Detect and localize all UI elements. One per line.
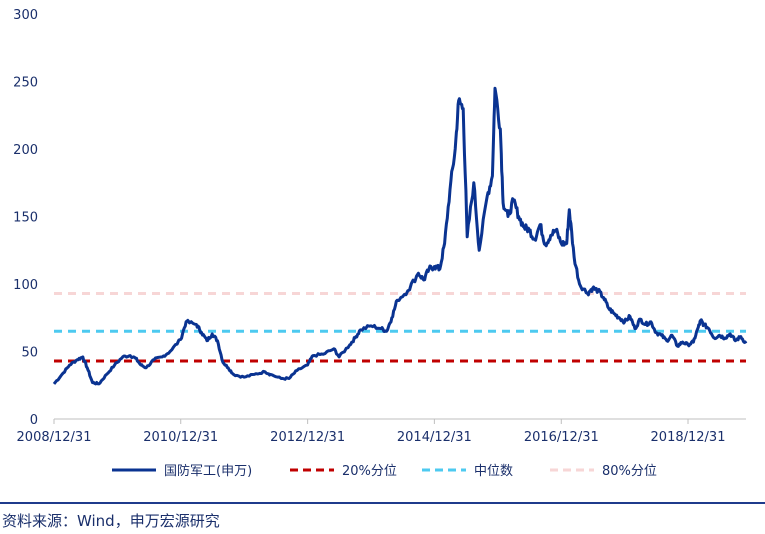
y-tick-label: 250 bbox=[13, 76, 38, 91]
y-tick-label: 200 bbox=[13, 143, 38, 158]
x-tick-label: 2012/12/31 bbox=[270, 430, 345, 445]
source-divider bbox=[0, 502, 765, 504]
series-lines bbox=[52, 86, 748, 386]
legend-label: 国防军工(申万) bbox=[164, 463, 252, 479]
x-tick-label: 2016/12/31 bbox=[524, 430, 599, 445]
y-tick-label: 300 bbox=[13, 8, 38, 23]
x-tick-label: 2010/12/31 bbox=[143, 430, 218, 445]
legend-label: 80%分位 bbox=[602, 464, 657, 479]
x-axis: 2008/12/31 2010/12/31 2012/12/31 2014/12/31… bbox=[17, 418, 746, 445]
y-tick-label: 150 bbox=[13, 211, 38, 226]
legend: 国防军工(申万) 20%分位 中位数 80%分位 bbox=[112, 463, 657, 479]
y-tick-label: 100 bbox=[13, 278, 38, 293]
legend-label: 中位数 bbox=[474, 464, 513, 479]
x-tick-label: 2018/12/31 bbox=[651, 430, 726, 445]
y-tick-label: 0 bbox=[30, 413, 38, 428]
x-tick-label: 2008/12/31 bbox=[17, 430, 92, 445]
x-tick-label: 2014/12/31 bbox=[397, 430, 472, 445]
legend-label: 20%分位 bbox=[342, 464, 397, 479]
series-line-main bbox=[52, 86, 748, 386]
reference-lines bbox=[54, 291, 746, 363]
y-tick-label: 50 bbox=[21, 346, 38, 361]
y-axis: 0 50 100 150 200 250 300 bbox=[13, 8, 38, 428]
source-note: 资料来源：Wind，申万宏源研究 bbox=[2, 512, 220, 530]
